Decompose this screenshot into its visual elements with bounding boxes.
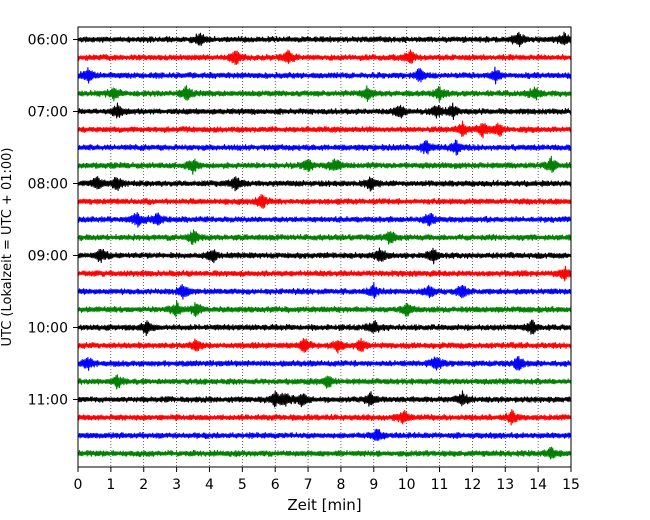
y-tick-label: 10:00 <box>28 321 68 337</box>
trace-row <box>77 337 572 354</box>
plot-frame <box>77 26 572 468</box>
trace-row <box>77 211 572 228</box>
x-tick-label: 6 <box>271 477 280 493</box>
trace-row <box>77 49 572 65</box>
x-tick-label: 9 <box>369 477 378 493</box>
trace-row <box>77 374 572 390</box>
x-tick-label: 2 <box>139 477 148 493</box>
trace-row <box>77 139 572 156</box>
trace-row <box>77 31 572 48</box>
x-tick-label: 11 <box>431 477 449 493</box>
x-tick-label: 4 <box>205 477 214 493</box>
x-tick-label: 0 <box>74 477 83 493</box>
x-axis-title: Zeit [min] <box>287 496 361 514</box>
trace-row <box>77 66 572 85</box>
x-tick-label: 3 <box>172 477 181 493</box>
y-tick-label: 06:00 <box>28 33 68 49</box>
y-tick-label: 08:00 <box>28 177 68 193</box>
trace-row <box>77 265 572 282</box>
x-tick-label: 13 <box>496 477 514 493</box>
trace-row <box>77 175 572 192</box>
y-axis-ticks: 06:00 07:00 08:00 09:00 10:00 11:00 <box>28 33 78 409</box>
x-tick-label: 14 <box>529 477 547 493</box>
trace-row <box>77 102 572 121</box>
trace-row <box>77 299 572 318</box>
x-axis-ticks: 0 1 2 3 4 5 6 7 8 9 10 11 12 13 14 15 <box>74 467 580 493</box>
trace-row <box>77 155 572 175</box>
y-tick-label: 07:00 <box>28 105 68 121</box>
trace-row <box>77 409 572 426</box>
trace-row <box>77 446 572 460</box>
x-tick-label: 8 <box>336 477 345 493</box>
trace-row <box>77 120 572 139</box>
trace-row <box>77 281 572 300</box>
x-tick-label: 10 <box>398 477 416 493</box>
x-tick-label: 7 <box>304 477 313 493</box>
vertical-gridlines <box>110 27 539 467</box>
y-tick-label: 11:00 <box>28 393 68 409</box>
trace-row <box>77 319 572 337</box>
trace-row <box>77 428 572 441</box>
x-tick-label: 5 <box>238 477 247 493</box>
y-axis-title: UTC (Lokalzeit = UTC + 01:00) <box>0 148 15 347</box>
trace-row <box>77 193 572 209</box>
x-tick-label: 15 <box>562 477 580 493</box>
y-tick-label: 09:00 <box>28 249 68 265</box>
trace-row <box>77 390 572 408</box>
trace-row <box>77 85 572 103</box>
x-tick-label: 1 <box>106 477 115 493</box>
trace-row <box>77 229 572 246</box>
trace-row <box>77 356 572 371</box>
seismogram-traces <box>77 31 572 460</box>
trace-row <box>77 247 572 265</box>
x-tick-label: 12 <box>463 477 481 493</box>
